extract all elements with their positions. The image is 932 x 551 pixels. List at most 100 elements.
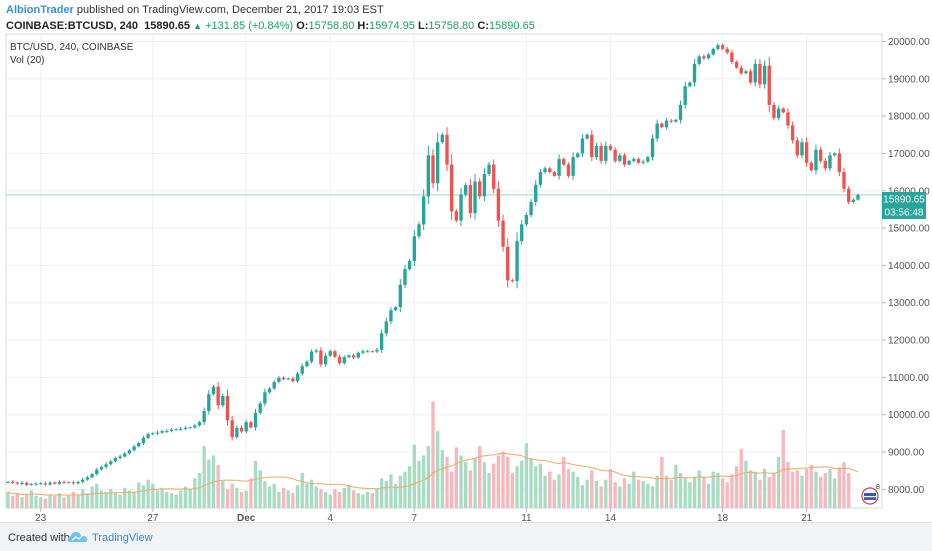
volume-bar	[309, 479, 314, 508]
candle-body	[697, 56, 701, 64]
candle-body	[309, 351, 314, 362]
candle-body	[832, 153, 837, 156]
volume-bar	[552, 479, 557, 508]
candle-body	[431, 155, 435, 184]
volume-bar	[515, 466, 519, 508]
candle-body	[305, 361, 309, 367]
price-change: +131.85 (+0.84%)	[205, 20, 294, 32]
volume-bar	[468, 470, 473, 508]
candle-body	[132, 446, 136, 451]
candle-body	[510, 280, 515, 282]
volume-bar	[585, 479, 589, 508]
price-axis-tick-label: 14000.00	[888, 261, 930, 272]
svg-text:8: 8	[876, 484, 880, 491]
candle-body	[160, 431, 164, 433]
close-value: 15890.65	[488, 20, 535, 32]
candle-body	[622, 155, 627, 165]
volume-bar	[342, 487, 346, 508]
volume-bar	[450, 471, 454, 508]
volume-bar	[557, 474, 561, 508]
price-axis-tick-label: 16000.00	[888, 186, 930, 197]
candle-body	[823, 160, 827, 169]
tradingview-cloud-icon[interactable]	[68, 530, 88, 544]
author-name[interactable]: AlbionTrader	[6, 4, 74, 16]
candle-body	[225, 396, 230, 421]
plot-area[interactable]	[5, 33, 883, 509]
volume-bar	[375, 489, 379, 508]
volume-bar	[618, 486, 622, 508]
volume-bar	[239, 491, 244, 508]
volume-bars	[6, 401, 851, 508]
price-axis-tick-label: 15000.00	[888, 224, 930, 235]
candle-body	[543, 168, 547, 173]
candle-body	[786, 112, 790, 126]
high-label: H:	[357, 20, 370, 32]
price-axis-tick-label: 12000.00	[888, 336, 930, 347]
candle-body	[669, 120, 673, 122]
volume-bar	[538, 463, 543, 508]
volume-bar	[15, 493, 20, 508]
candle-body	[104, 464, 108, 467]
candle-body	[137, 443, 141, 447]
volume-bar	[351, 490, 356, 508]
candle-body	[818, 149, 823, 161]
volume-bar	[524, 443, 529, 508]
volume-bar	[473, 458, 477, 508]
volume-bar	[356, 493, 360, 508]
candle-body	[249, 422, 253, 428]
volume-bar	[39, 497, 43, 508]
volume-bar	[253, 460, 258, 508]
volume-bar	[464, 462, 468, 508]
volume-bar	[277, 491, 281, 508]
volume-bar	[529, 458, 533, 508]
close-label: C:	[477, 20, 489, 32]
volume-bar	[67, 495, 71, 508]
candle-body	[678, 104, 683, 120]
candle-body	[146, 434, 150, 438]
symbol-label: COINBASE:BTCUSD, 240	[6, 20, 139, 32]
candle-body	[263, 392, 267, 404]
time-axis[interactable]: 23 27 Dec 4 7 11 14 18 21	[35, 508, 813, 524]
volume-bar	[235, 487, 239, 508]
volume-bar	[34, 495, 38, 508]
volume-bar	[71, 491, 76, 508]
candle-body	[599, 145, 603, 161]
candle-body	[193, 425, 197, 428]
candle-body	[846, 188, 851, 202]
candle-body	[165, 431, 169, 433]
volume-bar	[492, 463, 496, 508]
candle-body	[267, 388, 272, 393]
candle-body	[790, 125, 795, 141]
candle-body	[674, 119, 678, 122]
candle-body	[720, 45, 725, 49]
volume-bar	[109, 489, 113, 508]
candle-body	[739, 67, 743, 74]
volume-bar	[221, 481, 225, 508]
candle-body	[291, 378, 295, 382]
flag-icon[interactable]: 8	[861, 484, 880, 505]
candle-body	[179, 428, 183, 430]
candle-body	[403, 269, 407, 285]
time-axis-tick-label: 7	[412, 513, 418, 524]
candle-body	[235, 427, 239, 438]
volume-bar	[43, 498, 48, 508]
volume-bar	[258, 470, 262, 508]
volume-bar	[478, 446, 482, 508]
price-axis[interactable]: 8000.00 9000.00 10000.00 11000.00 12000.00 13…	[882, 37, 930, 496]
volume-bar	[646, 483, 650, 508]
candle-body	[809, 162, 813, 171]
candle-body	[379, 333, 384, 350]
candle-body	[57, 481, 62, 484]
volume-bar	[230, 483, 234, 508]
volume-bar	[141, 485, 146, 508]
volume-bar	[459, 455, 463, 508]
tradingview-brand-link[interactable]: TradingView	[92, 532, 153, 544]
volume-bar	[678, 472, 683, 508]
candle-body	[613, 149, 617, 161]
candle-body	[342, 357, 346, 364]
candle-body	[688, 82, 692, 87]
volume-bar	[263, 481, 267, 508]
candle-body	[169, 429, 174, 432]
volume-bar	[407, 466, 412, 508]
